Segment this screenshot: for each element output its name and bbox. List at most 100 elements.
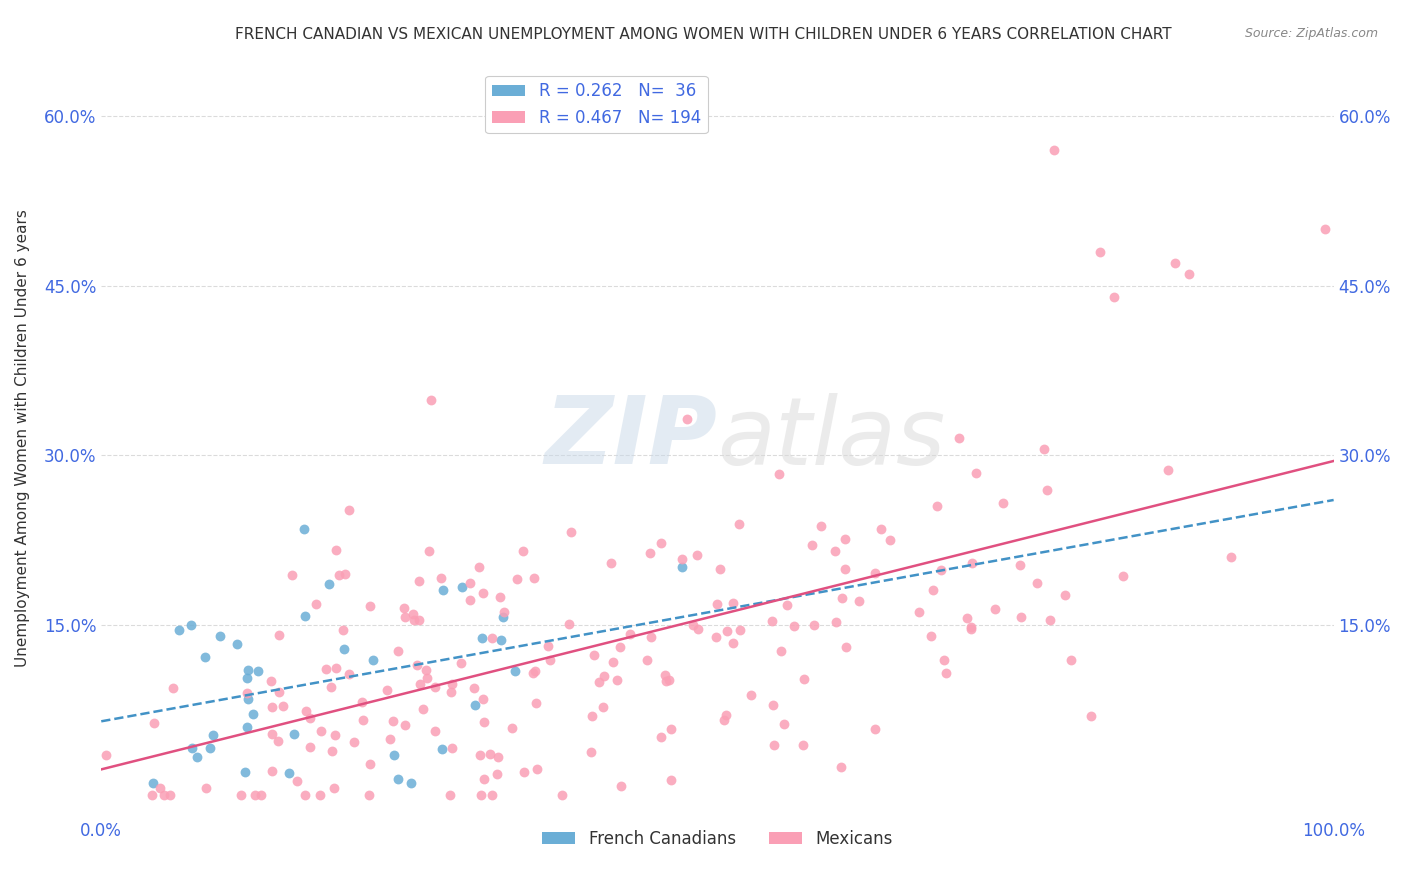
Point — [180, 741, 202, 756]
Text: Source: ZipAtlas.com: Source: ZipAtlas.com — [1244, 27, 1378, 40]
Point — [602, 655, 624, 669]
Point — [321, 744, 343, 758]
Point — [432, 583, 454, 598]
Point — [295, 704, 318, 718]
Point — [266, 734, 288, 748]
Point — [538, 653, 561, 667]
Y-axis label: Unemployment Among Women with Children Under 6 years: Unemployment Among Women with Children U… — [15, 210, 30, 667]
Point — [149, 780, 172, 795]
Text: atlas: atlas — [717, 393, 946, 484]
Point — [472, 772, 495, 786]
Point — [1010, 610, 1032, 624]
Point — [464, 698, 486, 713]
Point — [793, 672, 815, 686]
Point — [768, 467, 790, 482]
Point — [863, 722, 886, 736]
Point — [830, 760, 852, 774]
Point — [501, 721, 523, 735]
Point — [321, 681, 343, 695]
Point — [359, 599, 381, 614]
Point — [1178, 268, 1201, 282]
Point — [1313, 222, 1336, 236]
Point — [848, 594, 870, 608]
Point — [262, 727, 284, 741]
Point — [1036, 483, 1059, 497]
Point — [402, 607, 425, 621]
Point — [472, 692, 495, 706]
Point — [186, 750, 208, 764]
Point — [352, 695, 374, 709]
Point — [1026, 575, 1049, 590]
Point — [716, 624, 738, 638]
Point — [342, 735, 364, 749]
Point — [523, 664, 546, 678]
Point — [1043, 143, 1066, 157]
Point — [478, 747, 501, 761]
Point — [242, 706, 264, 721]
Point — [236, 663, 259, 677]
Point — [686, 622, 709, 636]
Point — [960, 619, 983, 633]
Point — [935, 666, 957, 681]
Point — [415, 663, 437, 677]
Point — [551, 788, 574, 802]
Point — [1060, 653, 1083, 667]
Point — [792, 738, 814, 752]
Point — [927, 499, 949, 513]
Point — [638, 546, 661, 560]
Point — [332, 623, 354, 637]
Point — [401, 776, 423, 790]
Point — [470, 788, 492, 802]
Point — [94, 747, 117, 762]
Point — [908, 606, 931, 620]
Point — [934, 653, 956, 667]
Point — [931, 563, 953, 577]
Point — [280, 568, 302, 582]
Point — [593, 668, 616, 682]
Point — [654, 668, 676, 682]
Point — [671, 552, 693, 566]
Point — [468, 560, 491, 574]
Point — [394, 609, 416, 624]
Point — [870, 522, 893, 536]
Point — [761, 698, 783, 712]
Point — [299, 739, 322, 754]
Point — [773, 717, 796, 731]
Point — [650, 536, 672, 550]
Point — [195, 780, 218, 795]
Point — [524, 696, 547, 710]
Point — [1080, 709, 1102, 723]
Point — [991, 496, 1014, 510]
Point — [655, 673, 678, 688]
Point — [472, 714, 495, 729]
Point — [965, 466, 987, 480]
Point — [776, 599, 799, 613]
Point — [481, 788, 503, 802]
Point — [325, 661, 347, 675]
Point — [922, 582, 945, 597]
Point — [412, 702, 434, 716]
Point — [278, 766, 301, 780]
Point — [962, 556, 984, 570]
Point — [492, 610, 515, 624]
Point — [233, 764, 256, 779]
Point — [201, 728, 224, 742]
Point — [523, 571, 546, 585]
Point — [260, 674, 283, 689]
Point — [560, 524, 582, 539]
Point — [416, 671, 439, 685]
Point — [489, 590, 512, 604]
Point — [824, 615, 846, 630]
Point — [740, 689, 762, 703]
Point — [1163, 256, 1185, 270]
Point — [283, 727, 305, 741]
Point — [325, 543, 347, 558]
Point — [579, 745, 602, 759]
Point — [1010, 558, 1032, 573]
Point — [661, 722, 683, 736]
Point — [522, 666, 544, 681]
Point — [375, 682, 398, 697]
Point — [328, 568, 350, 582]
Point — [267, 628, 290, 642]
Point — [225, 637, 247, 651]
